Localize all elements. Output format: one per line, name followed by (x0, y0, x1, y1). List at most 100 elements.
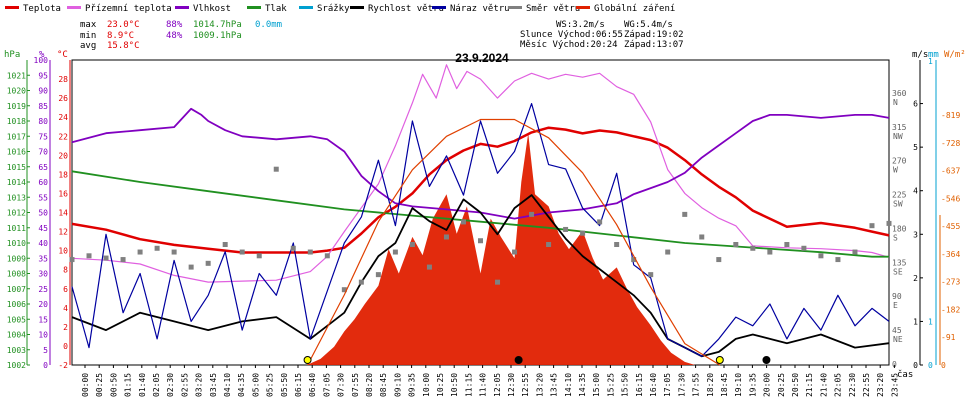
series-line (71, 194, 890, 358)
radiation-tick-label: -273 (941, 278, 960, 287)
radiation-tick-label: -364 (941, 250, 960, 259)
wind-dir-compass-label: NE (893, 335, 903, 344)
wind-dir-tick-label: 90 (892, 292, 902, 301)
time-unit-label: čas (897, 369, 913, 380)
wind-direction-point (392, 249, 398, 255)
wind-direction-point (733, 242, 739, 248)
info-moon-rise: Měsíc Východ:20:24 (520, 40, 618, 50)
wind-direction-point (239, 249, 245, 255)
stat-max-label: max (80, 20, 97, 30)
pressure-tick-label: 1021 (7, 71, 26, 80)
humidity-tick-label: 45 (38, 224, 48, 233)
pressure-tick-label: 1013 (7, 193, 26, 202)
axis-unit-labels: hPa % °C m/s mm W/m² čas (4, 50, 966, 380)
humidity-tick-label: 5 (43, 346, 48, 355)
legend-swatch (350, 6, 364, 9)
legend-swatch (175, 6, 189, 9)
stat-max-press: 1014.7hPa (193, 20, 242, 30)
pressure-tick-label: 1003 (7, 346, 26, 355)
x-tick-label: 13:45 (550, 373, 559, 397)
series-line (71, 126, 890, 254)
info-sun-set: Západ:19:02 (624, 30, 684, 40)
wind-speed-tick-label: 1 (913, 317, 918, 326)
wind-direction-point (750, 245, 756, 251)
humidity-tick-label: 70 (38, 148, 48, 157)
x-tick-label: 14:10 (564, 373, 573, 397)
radiation-tick-label: 0 (941, 361, 946, 370)
stat-min-hum: 48% (166, 31, 183, 41)
temperature-tick-label: 20 (58, 151, 68, 160)
wind-direction-point (631, 257, 637, 263)
humidity-tick-label: 40 (38, 239, 48, 248)
x-tick-label: 11:15 (464, 373, 473, 397)
radiation-tick-label: -819 (941, 111, 960, 120)
wind-direction-point (478, 238, 483, 244)
wind-dir-compass-label: S (893, 233, 898, 242)
wind-direction-point (648, 272, 654, 278)
x-tick-label: 02:55 (180, 373, 189, 397)
x-tick-label: 19:35 (748, 373, 757, 397)
x-tick-label: 22:30 (848, 373, 857, 397)
humidity-tick-label: 10 (38, 331, 48, 340)
wind-direction-point (597, 219, 603, 225)
pressure-tick-label: 1007 (7, 285, 26, 294)
humidity-tick-label: 90 (38, 87, 48, 96)
rain-unit-label: mm (928, 50, 939, 60)
sun-marker (303, 356, 312, 364)
humidity-tick-label: 75 (38, 132, 48, 141)
temperature-tick-label: 14 (58, 209, 68, 218)
x-tick-label: 14:35 (578, 373, 587, 397)
humidity-tick-label: 60 (38, 178, 48, 187)
pressure-tick-label: 1012 (7, 209, 26, 218)
legend-swatch (508, 6, 522, 9)
x-tick-label: 21:40 (819, 373, 828, 397)
x-tick-label: 08:20 (365, 373, 374, 397)
stat-avg-temp: 15.8°C (107, 41, 140, 51)
wind-direction-point (171, 249, 177, 255)
x-tick-label: 20:50 (791, 373, 800, 397)
wind-direction-point (614, 242, 620, 248)
wind-direction-point (869, 223, 875, 229)
humidity-tick-label: 0 (43, 361, 48, 370)
x-tick-label: 17:55 (692, 373, 701, 397)
wind-direction-point (784, 242, 790, 248)
stat-min-press: 1009.1hPa (193, 31, 242, 41)
x-tick-label: 05:00 (251, 373, 260, 397)
x-tick-label: 07:30 (337, 373, 346, 397)
x-tick-label: 18:20 (706, 373, 715, 397)
wind-direction-point (375, 272, 381, 278)
radiation-layer (306, 133, 695, 365)
temperature-tick-label: 4 (63, 304, 68, 313)
x-tick-label: 09:35 (408, 373, 417, 397)
stat-max-temp: 23.0°C (107, 20, 140, 30)
legend-swatch (432, 6, 446, 9)
legend-label: Směr větru (526, 4, 580, 14)
humidity-tick-label: 95 (38, 71, 48, 80)
series-line (71, 103, 890, 357)
wind-direction-point (699, 234, 705, 240)
wind-speed-tick-label: 4 (913, 187, 918, 196)
temperature-tick-label: 28 (58, 75, 68, 84)
temperature-tick-label: 24 (58, 113, 68, 122)
x-tick-label: 10:00 (422, 373, 431, 397)
humidity-tick-label: 55 (38, 193, 48, 202)
temperature-tick-label: 12 (58, 228, 68, 237)
wind-direction-point (818, 253, 824, 259)
pressure-unit-label: hPa (4, 50, 20, 60)
rain-tick-label: 0 (928, 361, 933, 370)
x-tick-label: 11:40 (479, 373, 488, 397)
x-tick-label: 18:45 (720, 373, 729, 397)
x-tick-label: 05:25 (266, 373, 275, 397)
wind-direction-point (716, 257, 722, 263)
pressure-tick-label: 1017 (7, 132, 26, 141)
wind-dir-tick-label: 135 (892, 258, 907, 267)
x-tick-labels: 00:00 00:25 00:50 01:15 01:40 02:05 02:30 02:55… (81, 365, 899, 397)
x-tick-label: 16:15 (635, 373, 644, 397)
x-tick-label: 20:25 (777, 373, 786, 397)
wind-direction-point (529, 211, 535, 217)
x-tick-label: 23:20 (876, 373, 885, 397)
wind-direction-point (580, 230, 586, 236)
radiation-tick-label: -637 (941, 167, 960, 176)
stat-min-label: min (80, 31, 96, 41)
